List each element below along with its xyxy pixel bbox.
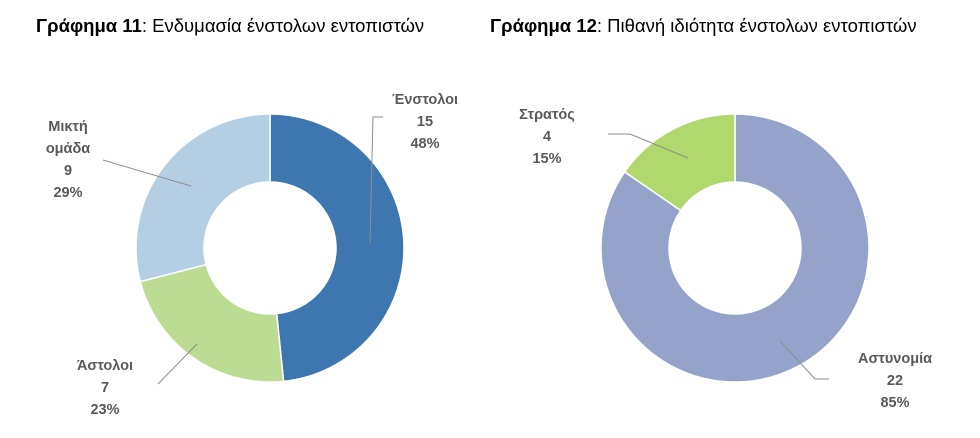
leader-line (779, 340, 829, 380)
slice-label-percent: 29% (53, 185, 82, 201)
slice-label-percent: 48% (410, 136, 439, 152)
slice-label-category: Άστολοι (77, 358, 133, 374)
leader-line (157, 343, 198, 385)
slice-label-category: Αστυνομία (858, 351, 932, 367)
donut-slice (623, 113, 736, 212)
slice-label-category: ομάδα (46, 141, 90, 157)
donut-chart: Ένστολοι 15 48% Άστολοι 7 23% Μικτή ομάδα 9 29% (46, 92, 458, 418)
donut-slice (135, 113, 271, 283)
slice-label-value: 15 (417, 114, 433, 130)
donut-slice (269, 113, 405, 383)
chart-panel-ensolmasia: Γράφημα 11: Ενδυμασία ένστολων εντοπιστώ… (0, 0, 480, 438)
slice-label-value: 4 (543, 129, 551, 145)
slice-label-percent: 23% (90, 402, 119, 418)
chart-title: Γράφημα 12: Πιθανή ιδιότητα ένστολων εντ… (490, 14, 935, 38)
chart-title: Γράφημα 11: Ενδυμασία ένστολων εντοπιστώ… (36, 14, 476, 38)
chart-title-number: Γράφημα 12 (490, 15, 597, 36)
chart-title-text: : Ενδυμασία ένστολων εντοπιστών (141, 15, 425, 36)
chart-title-number: Γράφημα 11 (36, 15, 142, 36)
donut-slice (600, 113, 870, 383)
slice-label-category: Ένστολοι (392, 92, 458, 108)
leader-line (102, 159, 192, 187)
slice-label-percent: 85% (880, 395, 909, 411)
donut-chart: Αστυνομία 22 85% Στρατός 4 15% (519, 107, 932, 411)
slice-label-value: 9 (64, 163, 72, 179)
leader-line (369, 116, 383, 244)
chart-panel-idiotita: Γράφημα 12: Πιθανή ιδιότητα ένστολων εντ… (480, 0, 980, 438)
slice-label-category: Μικτή (48, 119, 88, 135)
chart-title-text: : Πιθανή ιδιότητα ένστολων εντοπιστών (596, 15, 917, 36)
slice-label-value: 22 (887, 373, 903, 389)
leader-line (608, 133, 689, 159)
donut-slice (139, 263, 285, 383)
slice-label-category: Στρατός (519, 107, 575, 123)
slice-label-value: 7 (101, 380, 109, 396)
slice-label-percent: 15% (532, 151, 561, 167)
